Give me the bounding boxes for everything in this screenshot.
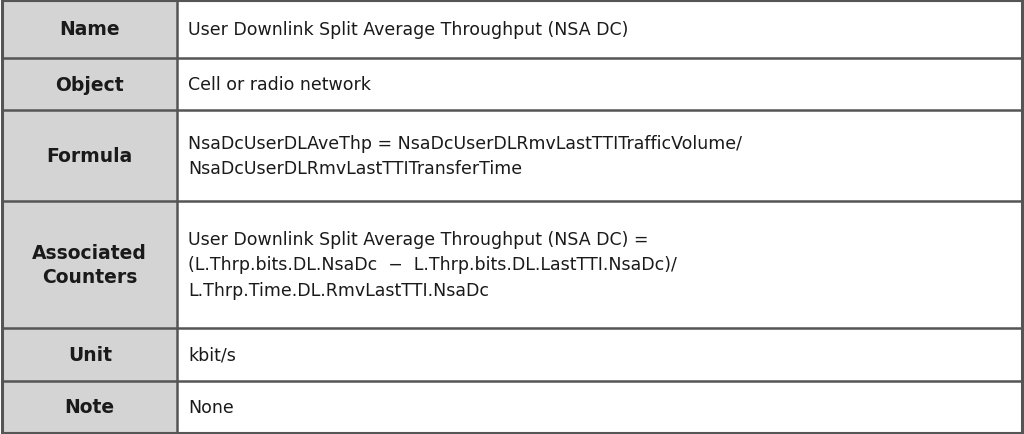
Text: Note: Note — [65, 398, 115, 417]
Text: NsaDcUserDLAveThp = NsaDcUserDLRmvLastTTITrafficVolume/
NsaDcUserDLRmvLastTTITra: NsaDcUserDLAveThp = NsaDcUserDLRmvLastTT… — [188, 134, 742, 178]
Text: kbit/s: kbit/s — [188, 346, 237, 364]
Text: Object: Object — [55, 76, 124, 95]
Bar — [2, 59, 177, 111]
Bar — [177, 59, 1022, 111]
Bar — [177, 329, 1022, 381]
Bar — [177, 111, 1022, 201]
Text: Cell or radio network: Cell or radio network — [188, 76, 372, 94]
Text: Unit: Unit — [68, 345, 112, 364]
Bar — [177, 201, 1022, 329]
Text: User Downlink Split Average Throughput (NSA DC): User Downlink Split Average Throughput (… — [188, 21, 629, 39]
Bar — [2, 201, 177, 329]
Bar — [2, 329, 177, 381]
Bar — [2, 1, 177, 59]
Bar — [2, 381, 177, 433]
Text: Name: Name — [59, 20, 120, 39]
Text: User Downlink Split Average Throughput (NSA DC) =
(L.Thrp.bits.DL.NsaDc  −  L.Th: User Downlink Split Average Throughput (… — [188, 230, 677, 299]
Bar — [2, 111, 177, 201]
Bar — [177, 1, 1022, 59]
Bar — [177, 381, 1022, 433]
Text: Associated
Counters: Associated Counters — [33, 243, 147, 286]
Text: Formula: Formula — [47, 147, 133, 165]
Text: None: None — [188, 398, 234, 416]
